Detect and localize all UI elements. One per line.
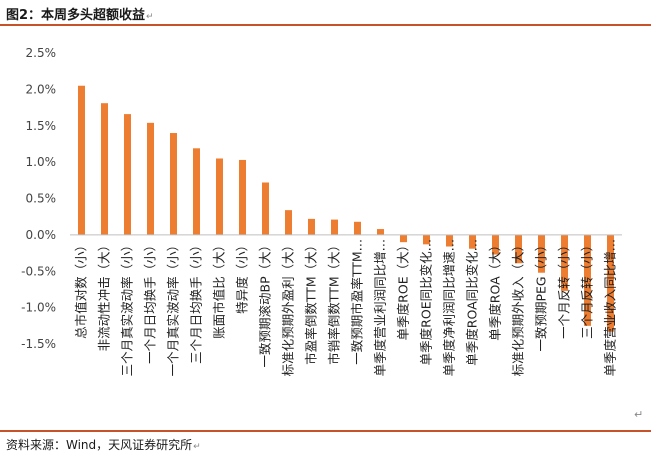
x-category-label: 单季度营业利润同比增…	[373, 239, 388, 377]
bar	[101, 103, 108, 235]
figure-title-bar: 图2：本周多头超额收益↵	[0, 0, 651, 26]
x-category-label: 市销率倒数TTM（大）	[327, 239, 342, 365]
footer-rule	[0, 430, 651, 432]
bar	[607, 234, 614, 332]
end-paragraph-mark-icon: ↵	[634, 408, 644, 421]
x-category-label: 一个月真实波动率（小）	[166, 239, 181, 377]
source-note-text: 资料来源：Wind，天风证券研究所	[6, 438, 193, 452]
bar	[423, 234, 430, 245]
x-category-label: 单季度营业收入同比增…	[603, 239, 618, 377]
x-category-label: 单季度ROE（大）	[396, 239, 411, 340]
x-category-label: 一致预期滚动BP（大）	[258, 239, 273, 368]
x-category-label: 三个月真实波动率（小）	[120, 239, 135, 377]
source-note: 资料来源：Wind，天风证券研究所↵	[6, 436, 201, 453]
y-tick-label: 2.0%	[26, 82, 57, 96]
bar	[584, 234, 591, 326]
y-tick-label: -0.5%	[21, 264, 56, 278]
bar	[193, 148, 200, 235]
bar	[262, 182, 269, 235]
x-category-label: 单季度ROE同比变化…	[419, 239, 434, 365]
x-axis-labels: 总市值对数（小） 非流动性冲击（大） 三个月真实波动率（小） 一个月日均换手（小） 一个…	[74, 239, 618, 377]
x-category-label: 非流动性冲击（大）	[97, 239, 112, 352]
bar	[285, 210, 292, 235]
bar	[400, 234, 407, 243]
bar-series	[78, 85, 614, 332]
x-category-label: 市盈率倒数TTM（大）	[304, 239, 319, 365]
y-tick-label: 2.5%	[26, 46, 57, 60]
y-axis: 2.5% 2.0% 1.5% 1.0% 0.5% 0.0% -0.5% -1.0% -1.5%	[21, 46, 56, 351]
x-category-label: 账面市值比（大）	[212, 239, 227, 339]
bar	[561, 234, 568, 291]
y-tick-label: 0.0%	[26, 228, 57, 242]
x-category-label: 一致预期市盈率TTM…	[350, 239, 365, 365]
x-category-label: 单季度ROA（大）	[488, 239, 503, 341]
bar	[492, 234, 499, 255]
bar	[446, 234, 453, 247]
bar	[78, 85, 85, 235]
y-tick-label: -1.0%	[21, 301, 56, 315]
x-category-label: 总市值对数（小）	[74, 239, 89, 339]
bar	[124, 114, 131, 235]
x-category-label: 一致预期PEG（小）	[534, 239, 549, 352]
bar	[377, 229, 384, 235]
bar	[469, 234, 476, 249]
figure-title-text: 图2：本周多头超额收益	[6, 8, 146, 23]
bar	[538, 234, 545, 273]
x-category-label: 单季度净利润同比增速…	[442, 239, 457, 377]
x-category-label: 单季度ROA同比变化…	[465, 239, 480, 366]
bar-chart-svg: 2.5%2.0%1.5%1.0%0.5%0.0%-0.5%-1.0%-1.5% …	[21, 46, 622, 377]
bar	[147, 122, 154, 235]
y-tick-label: 1.5%	[26, 119, 57, 133]
bar	[354, 221, 361, 235]
figure-title: 图2：本周多头超额收益↵	[6, 4, 154, 23]
bar	[170, 133, 177, 235]
bar	[308, 218, 315, 235]
x-category-label: 三个月日均换手（小）	[189, 239, 204, 364]
x-category-label: 标准化预期外收入（大）	[511, 239, 526, 377]
bar	[515, 234, 522, 264]
bar	[331, 219, 338, 235]
y-tick-label: 0.5%	[26, 192, 57, 206]
y-tick-label: 1.0%	[26, 155, 57, 169]
bar	[239, 159, 246, 235]
x-category-label: 三个月反转（小）	[580, 239, 595, 339]
x-category-label: 一个月反转（小）	[557, 239, 572, 339]
x-category-label: 标准化预期外盈利（大）	[281, 239, 296, 377]
bar	[216, 158, 223, 235]
x-category-label: 特异度（小）	[235, 239, 250, 314]
y-tick-label: -1.5%	[21, 337, 56, 351]
bar-chart: 2.5% 2.0% 1.5% 1.0% 0.5% 0.0% -0.5% -1.0% -1.5% …	[0, 30, 651, 428]
paragraph-mark-icon: ↵	[146, 12, 154, 22]
paragraph-mark-icon: ↵	[193, 442, 201, 452]
x-category-label: 一个月日均换手（小）	[143, 239, 158, 364]
